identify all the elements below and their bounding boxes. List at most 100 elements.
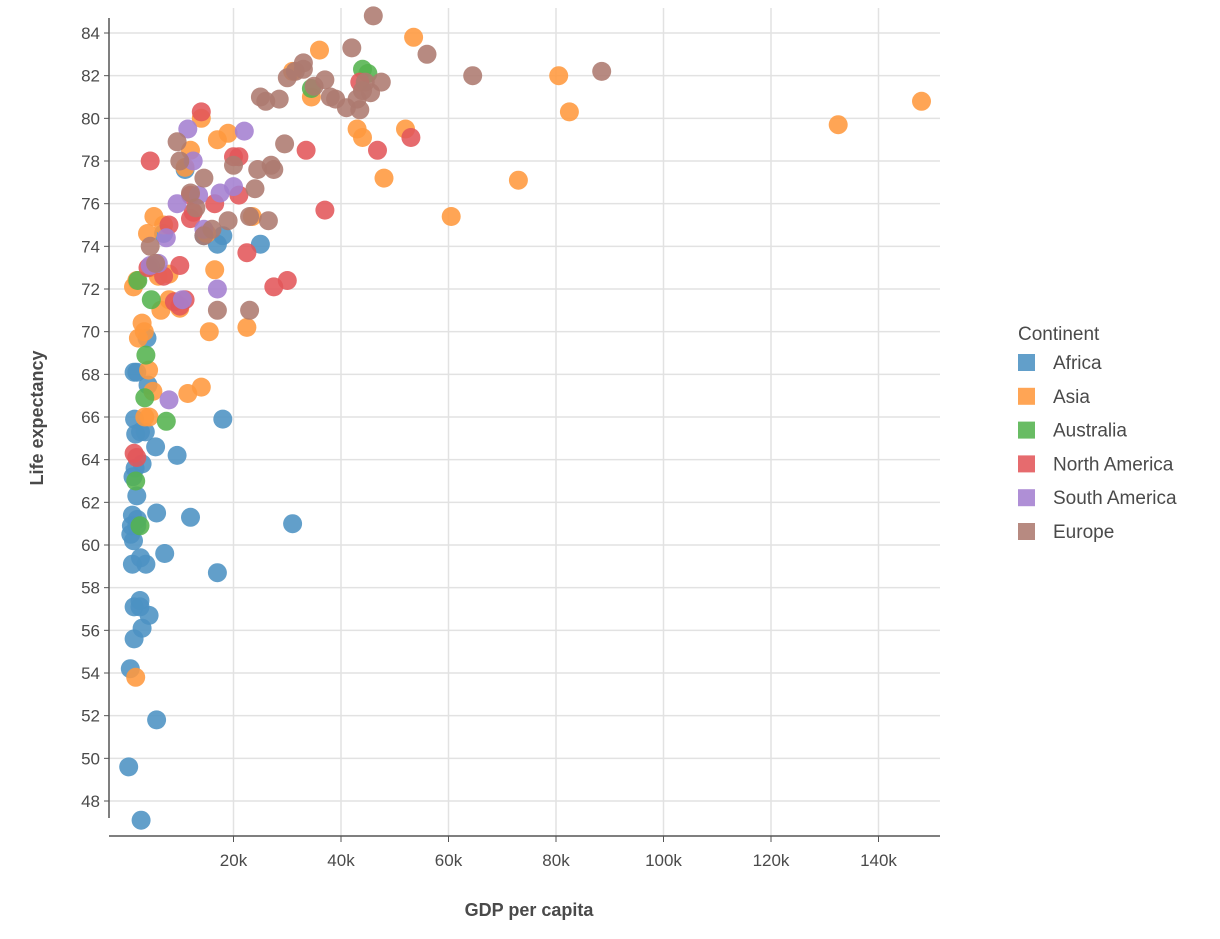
data-point-south-america	[178, 119, 198, 139]
data-point-europe	[240, 300, 260, 320]
y-tick-label: 74	[81, 237, 100, 256]
y-tick-label: 54	[81, 664, 100, 683]
data-point-africa	[135, 422, 155, 442]
y-tick-label: 58	[81, 579, 100, 598]
legend-swatch	[1018, 523, 1035, 540]
data-point-north-america	[127, 448, 147, 467]
y-tick-label: 80	[81, 109, 100, 128]
x-tick-label: 100k	[645, 851, 682, 870]
data-point-europe	[202, 219, 222, 239]
data-point-south-america	[159, 390, 179, 410]
y-tick-label: 84	[81, 24, 100, 43]
data-point-australia	[136, 345, 156, 365]
data-point-north-america	[368, 140, 387, 160]
data-point-europe	[417, 44, 437, 64]
data-point-africa	[167, 445, 187, 465]
data-point-asia	[139, 407, 159, 427]
axes: 48 50 52 54 56 58 60 62 64 66 68 70 72 74 76 78 80 82 84 20…	[81, 18, 940, 870]
data-point-africa	[131, 548, 150, 568]
data-point-africa	[131, 810, 151, 830]
data-point-europe	[363, 6, 383, 26]
data-point-africa	[155, 544, 175, 563]
data-point-europe	[218, 211, 238, 231]
data-point-europe	[140, 236, 160, 256]
data-point-north-america	[237, 243, 257, 263]
y-tick-label: 76	[81, 195, 100, 214]
data-point-europe	[224, 155, 243, 175]
x-tick-label: 120k	[753, 851, 790, 870]
legend-swatch	[1018, 387, 1035, 405]
y-tick-label: 70	[81, 323, 100, 342]
legend-label: Asia	[1053, 387, 1090, 408]
data-point-north-america	[277, 271, 297, 290]
data-point-europe	[258, 211, 278, 231]
data-point-africa	[181, 507, 200, 527]
data-point-europe	[350, 100, 370, 120]
data-point-africa	[127, 486, 147, 506]
y-tick-label: 56	[81, 621, 100, 640]
y-tick-label: 68	[81, 365, 100, 384]
legend-label: Africa	[1053, 353, 1102, 374]
y-tick-label: 60	[81, 536, 100, 555]
data-point-asia	[912, 91, 931, 111]
legend-swatch	[1018, 489, 1035, 507]
data-point-asia	[559, 102, 579, 122]
data-point-asia	[191, 377, 211, 397]
data-point-asia	[134, 322, 154, 342]
data-point-asia	[205, 260, 225, 280]
data-point-europe	[315, 70, 335, 90]
y-tick-label: 52	[81, 707, 100, 726]
data-point-asia	[404, 27, 424, 47]
y-tick-label: 62	[81, 493, 100, 512]
data-point-europe	[275, 134, 295, 154]
y-tick-label: 50	[81, 749, 100, 768]
data-point-africa	[250, 234, 270, 254]
data-point-europe	[371, 72, 391, 92]
legend-label: Europe	[1053, 522, 1114, 543]
x-tick-label: 40k	[327, 851, 355, 870]
data-point-asia	[237, 317, 257, 337]
data-point-africa	[119, 757, 139, 777]
y-tick-label: 78	[81, 152, 100, 171]
data-point-north-america	[315, 200, 335, 220]
x-tick-label: 20k	[220, 851, 248, 870]
y-axis-title: Life expectancy	[27, 350, 47, 485]
legend: Continent Africa Asia Australia North Ameri…	[1018, 324, 1177, 543]
data-point-europe	[250, 87, 270, 107]
data-point-europe	[463, 66, 483, 86]
data-point-north-america	[170, 256, 190, 275]
data-point-europe	[207, 300, 227, 320]
data-point-africa	[213, 409, 233, 429]
data-point-africa	[146, 437, 166, 457]
data-point-europe	[342, 38, 362, 58]
data-point-asia	[549, 66, 569, 86]
data-point-asia	[828, 115, 848, 135]
data-point-south-america	[207, 279, 227, 299]
data-point-asia	[126, 667, 146, 687]
data-point-north-america	[296, 140, 316, 160]
data-point-africa	[283, 514, 303, 534]
x-tick-label: 80k	[542, 851, 570, 870]
x-tick-label: 140k	[860, 851, 897, 870]
data-point-europe	[592, 61, 612, 81]
data-point-australia	[126, 471, 146, 491]
y-tick-label: 64	[81, 451, 100, 470]
y-tick-label: 82	[81, 67, 100, 86]
data-point-asia	[218, 123, 238, 143]
y-tick-label: 48	[81, 792, 100, 811]
data-point-south-america	[167, 194, 187, 214]
data-point-europe	[245, 179, 265, 199]
data-point-australia	[141, 290, 161, 310]
data-point-australia	[128, 271, 148, 290]
legend-label: North America	[1053, 454, 1174, 475]
data-point-europe	[181, 183, 200, 203]
data-point-australia	[130, 516, 150, 536]
data-point-north-america	[191, 102, 211, 122]
data-point-asia	[353, 128, 372, 147]
data-point-north-america	[140, 151, 160, 171]
data-point-europe	[264, 160, 284, 179]
data-point-south-america	[172, 290, 192, 310]
x-axis-title: GDP per capita	[465, 900, 595, 920]
legend-swatch	[1018, 455, 1035, 473]
data-point-asia	[199, 322, 219, 342]
